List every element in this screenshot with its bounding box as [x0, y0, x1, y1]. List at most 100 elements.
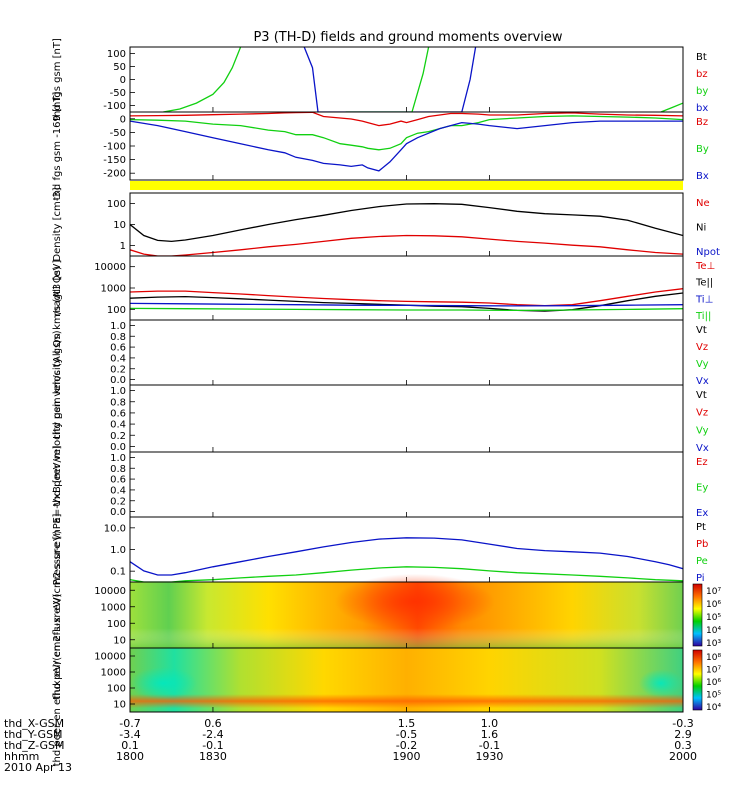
series-line-Ne: [130, 234, 683, 256]
x-tick-value: 0.3: [674, 739, 692, 752]
colorbar-label: 10⁸: [706, 653, 721, 663]
panel-4-ylabel: magt3 [eV]: [52, 260, 63, 317]
spectrogram-band: [130, 694, 683, 709]
x-tick-value: 1800: [116, 750, 144, 763]
legend-Bt: Bt: [696, 52, 707, 63]
panel-9: thd peir en eflux eV/(cm2-s-sr-eV) 10⁷ 10⁶…: [52, 530, 721, 699]
y-tick-label: 1000: [101, 602, 126, 613]
series-line-1: [303, 47, 477, 112]
colorbar-label: 10⁶: [706, 678, 721, 688]
colorbar-label: 10⁴: [706, 703, 721, 713]
spectrogram-hot-region: [334, 573, 495, 630]
x-tick-value: -0.3: [672, 717, 693, 730]
panel-frame: [129, 516, 684, 583]
series-line-Ti||: [130, 307, 683, 312]
legend-Pt: Pt: [696, 522, 706, 533]
y-tick-label: 10: [113, 635, 126, 646]
x-tick-value: 2000: [669, 750, 697, 763]
y-tick-label: 0.0: [110, 375, 126, 386]
y-tick-label: 0.6: [110, 475, 126, 486]
colorbar: [692, 649, 703, 711]
y-tick-label: 100: [107, 49, 126, 60]
y-tick-label: 1.0: [110, 453, 126, 464]
spectrogram-cool-left: [129, 667, 198, 700]
legend-Bx: Bx: [696, 171, 709, 182]
colorbar: [692, 583, 703, 647]
colorbar-label: 10³: [706, 639, 721, 649]
legend-Ti||: Ti||: [695, 311, 711, 322]
panel-1: thd fgs gsm [nT] Bt bz by bx 100 50 0 -50 -100: [52, 38, 708, 121]
x-axis-annotation: thd_X-GSM thd_Y-GSM thd_Z-GSM hhmm 2010 …: [4, 717, 72, 774]
y-tick-label: 0.2: [110, 364, 126, 375]
legend-Vt: Vt: [696, 390, 707, 401]
y-tick-label: -200: [103, 169, 126, 180]
x-tick-value: 2.9: [674, 728, 692, 741]
panel-frame: [129, 319, 684, 386]
xlabel-hhmm: hhmm: [4, 750, 39, 763]
legend-Ez: Ez: [696, 457, 708, 468]
panel-8: Pressure [nPa] Pt Pb Pe Pi 10.0 1.0 0.1: [52, 514, 708, 586]
colorbar-label: 10⁷: [706, 587, 721, 597]
y-tick-label: 0.4: [110, 485, 126, 496]
y-tick-label: 0: [120, 75, 126, 86]
y-tick-label: 0.2: [110, 431, 126, 442]
panel-2: thd fgs gsm -169 [nT] Bz By Bx 0 -50 -100 -150 -…: [52, 92, 709, 201]
panel-frame: [129, 384, 684, 453]
panel-5-ylabel: thd peir velocity gsm km/s (All Qs): [52, 266, 63, 439]
x-tick-value: -3.4: [119, 728, 140, 741]
series-line-Te⊥: [130, 288, 683, 307]
x-tick-value: -0.2: [396, 739, 417, 752]
panel-2-ylabel: thd fgs gsm -169 [nT]: [52, 92, 63, 201]
y-tick-label: 1000: [101, 284, 126, 295]
colorbar-label: 10⁵: [706, 691, 721, 701]
quality-band: [130, 181, 683, 190]
x-tick-value: -0.7: [119, 717, 140, 730]
xlabel-xgsm: thd_X-GSM: [4, 717, 64, 730]
panel-8-ylabel: Pressure [nPa]: [52, 514, 63, 586]
legend-Ni: Ni: [696, 223, 706, 234]
y-tick-label: 0.6: [110, 408, 126, 419]
x-tick-value: -0.1: [202, 739, 223, 752]
legend-Vx: Vx: [696, 443, 709, 454]
legend-Vt: Vt: [696, 325, 707, 336]
y-tick-label: 100: [107, 684, 126, 695]
xlabel-date: 2010 Apr 13: [4, 761, 72, 774]
y-tick-label: 1000: [101, 668, 126, 679]
y-tick-label: 1.0: [110, 545, 126, 556]
x-tick-value: 1830: [199, 750, 227, 763]
legend-Vy: Vy: [696, 425, 709, 436]
panel-10: thd peer en eflux eV/(cm2-s-sr-eV) 10⁸ 10⁷…: [52, 594, 721, 767]
y-tick-label: 0.4: [110, 420, 126, 431]
legend-Bz: Bz: [696, 117, 708, 128]
series-line-Pe: [130, 566, 683, 582]
panel-9-ylabel: thd peir en eflux eV/(cm2-s-sr-eV): [52, 530, 63, 699]
x-tick-value: 1.6: [481, 728, 499, 741]
panel-1-ylabel: thd fgs gsm [nT]: [52, 38, 63, 121]
x-tick-value: -0.1: [479, 739, 500, 752]
legend-By: By: [696, 144, 709, 155]
y-tick-label: 0.8: [110, 464, 126, 475]
legend-Vz: Vz: [696, 342, 708, 353]
y-tick-label: 0.6: [110, 343, 126, 354]
y-tick-label: 0.0: [110, 442, 126, 453]
y-tick-label: 50: [113, 62, 126, 73]
panel-6: thd peer velocity gsm km/s (All Qs) Vt Vz V…: [52, 330, 709, 506]
panel-7-ylabel: E=-VxB [mV/m]: [52, 445, 63, 523]
y-tick-label: 100: [107, 619, 126, 630]
panel-3: Density [cm-3] Ne Ni Npot 100 10 1: [52, 187, 720, 261]
spectrogram-cool-right: [638, 669, 683, 698]
x-tick-value: 1900: [393, 750, 421, 763]
y-tick-label: -150: [103, 155, 126, 166]
y-tick-label: 1.0: [110, 321, 126, 332]
y-tick-label: 100: [107, 305, 126, 316]
y-tick-label: 0.8: [110, 332, 126, 343]
y-tick-label: 0: [120, 114, 126, 125]
legend-Pe: Pe: [696, 556, 708, 567]
colorbar-label: 10⁴: [706, 626, 721, 636]
series-line-Ti⊥: [130, 302, 683, 307]
colorbar-label: 10⁵: [706, 613, 721, 623]
legend-Ne: Ne: [696, 198, 710, 209]
x-tick-value: 1.5: [398, 717, 416, 730]
x-tick-values: -0.7 0.6 1.5 1.0 -0.3 -3.4 -2.4 -0.5 1.6 2.9 0.1 -0…: [116, 717, 697, 763]
